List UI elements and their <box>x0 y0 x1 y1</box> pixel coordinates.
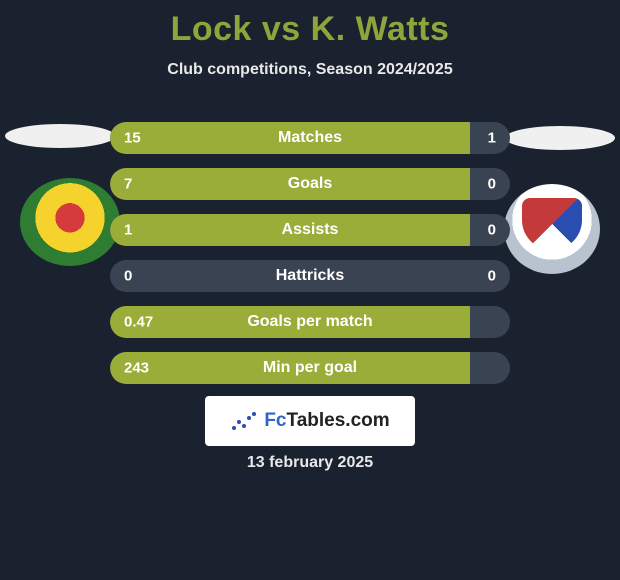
stat-bar: 243Min per goal <box>110 352 510 384</box>
stat-bar: 0.47Goals per match <box>110 306 510 338</box>
page-title: Lock vs K. Watts <box>0 10 620 49</box>
stat-bars: 151Matches 70Goals 10Assists 00Hattricks 0.4… <box>110 122 510 398</box>
player-right-club-crest <box>504 184 600 274</box>
branding-text: FcTables.com <box>264 410 389 432</box>
branding-badge: FcTables.com <box>205 396 415 446</box>
branding-logo-icon <box>230 410 258 432</box>
branding-text-suffix: Tables.com <box>287 410 390 431</box>
player-left-club-crest <box>20 178 120 266</box>
player-left-flag <box>5 124 115 148</box>
stat-label: Goals per match <box>110 313 510 331</box>
stat-label: Goals <box>110 175 510 193</box>
stat-label: Min per goal <box>110 359 510 377</box>
stat-label: Hattricks <box>110 267 510 285</box>
stat-bar: 00Hattricks <box>110 260 510 292</box>
stat-label: Assists <box>110 221 510 239</box>
stat-bar: 151Matches <box>110 122 510 154</box>
stat-label: Matches <box>110 129 510 147</box>
footer-date: 13 february 2025 <box>0 454 620 472</box>
stat-bar: 10Assists <box>110 214 510 246</box>
stat-bar: 70Goals <box>110 168 510 200</box>
title-vs: vs <box>262 10 301 48</box>
branding-text-prefix: Fc <box>264 410 286 431</box>
title-player-right: K. Watts <box>311 10 450 48</box>
player-right-flag <box>505 126 615 150</box>
subtitle: Club competitions, Season 2024/2025 <box>0 61 620 79</box>
title-player-left: Lock <box>171 10 252 48</box>
comparison-card: Lock vs K. Watts Club competitions, Seas… <box>0 0 620 580</box>
